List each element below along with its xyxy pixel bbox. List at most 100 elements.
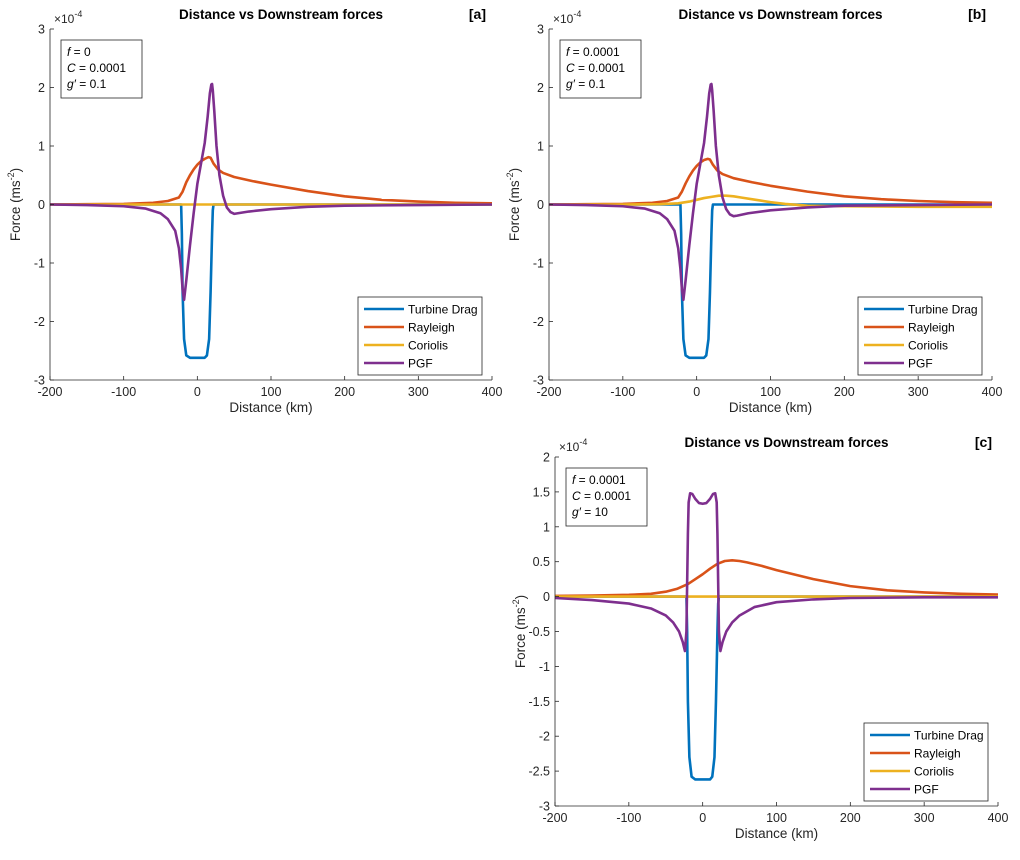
legend-label: PGF — [908, 357, 933, 371]
x-tick-label: 300 — [408, 385, 429, 399]
legend-label: Turbine Drag — [408, 303, 478, 317]
param-text: f = 0 — [67, 45, 91, 59]
legend-item: Coriolis — [864, 339, 948, 353]
x-tick-label: 300 — [908, 385, 929, 399]
series-line-turbine-drag — [549, 203, 992, 360]
y-axis-label: Force (ms-2) — [511, 595, 528, 668]
legend-item: Rayleigh — [864, 321, 955, 335]
y-label-close: ) — [507, 168, 522, 173]
y-tick-label: 3 — [38, 23, 45, 37]
params-box — [565, 467, 648, 527]
x-tick-label: -100 — [111, 385, 136, 399]
param-text: f = 0.0001 — [566, 45, 620, 59]
legend: Turbine Drag Rayleigh Coriolis PGF — [863, 722, 989, 802]
legend-label: Turbine Drag — [914, 729, 984, 743]
series-group — [549, 82, 992, 360]
param-value: = 10 — [581, 505, 608, 519]
y-tick-label: -0.5 — [528, 625, 550, 639]
y-tick-label: 1 — [38, 140, 45, 154]
legend: Turbine Drag Rayleigh Coriolis PGF — [357, 296, 483, 376]
param-symbol: f — [572, 473, 577, 487]
x-tick-label: 400 — [982, 385, 1003, 399]
x-axis-label: Distance (km) — [729, 400, 812, 415]
legend-label: PGF — [914, 783, 939, 797]
multiplier-exponent: -4 — [579, 437, 587, 447]
y-tick-label: -2 — [34, 315, 45, 329]
x-axis-label: Distance (km) — [735, 826, 818, 841]
y-tick-label: 1 — [537, 140, 544, 154]
series-line-pgf — [549, 82, 992, 302]
y-tick-label: 0.5 — [533, 555, 550, 569]
y-label-close: ) — [8, 168, 23, 173]
series-line-coriolis — [549, 194, 992, 209]
y-tick-label: -2 — [539, 730, 550, 744]
param-text: g′ = 0.1 — [566, 77, 606, 91]
param-text: g′ = 0.1 — [67, 77, 107, 91]
param-value: = 0 — [70, 45, 91, 59]
legend-item: PGF — [864, 357, 933, 371]
series-line-rayleigh — [555, 558, 998, 598]
y-tick-label: 0 — [537, 198, 544, 212]
param-text: C = 0.0001 — [566, 61, 625, 75]
y-tick-label: 2 — [537, 81, 544, 95]
params-box — [559, 39, 642, 99]
legend-label: Turbine Drag — [908, 303, 978, 317]
x-tick-label: 100 — [766, 811, 787, 825]
y-tick-label: 0 — [38, 198, 45, 212]
x-tick-label: 0 — [194, 385, 201, 399]
x-tick-label: 400 — [482, 385, 503, 399]
param-value: = 0.0001 — [575, 61, 626, 75]
y-tick-label: -3 — [539, 800, 550, 814]
y-tick-label: -2 — [533, 315, 544, 329]
x-tick-label: -100 — [610, 385, 635, 399]
chart-title: Distance vs Downstream forces — [179, 7, 383, 22]
panel-tag: [b] — [968, 6, 986, 22]
chart-title: Distance vs Downstream forces — [684, 435, 888, 450]
x-tick-label: -200 — [542, 811, 567, 825]
multiplier-base: ×10 — [553, 12, 574, 26]
y-axis-multiplier: ×10-4 — [559, 437, 587, 454]
param-value: = 0.1 — [76, 77, 107, 91]
y-label-base: Force (ms — [513, 607, 528, 668]
param-value: = 0.1 — [575, 77, 606, 91]
param-value: = 0.0001 — [575, 473, 626, 487]
param-value: = 0.0001 — [76, 61, 127, 75]
y-tick-label: 1 — [543, 520, 550, 534]
panel-b: -200 -100 0 100 200 300 400 -3 -2 -1 0 1 2 3 ×10-4 Dist… — [505, 6, 1002, 415]
series-line-rayleigh — [549, 157, 992, 206]
legend-item: Coriolis — [870, 765, 954, 779]
y-axis-label: Force (ms-2) — [505, 168, 522, 241]
param-symbol: f — [67, 45, 72, 59]
legend-label: Coriolis — [914, 765, 954, 779]
y-tick-label: -2.5 — [528, 765, 550, 779]
x-tick-label: -200 — [37, 385, 62, 399]
series-line-rayleigh — [50, 155, 492, 206]
x-tick-label: 200 — [834, 385, 855, 399]
series-group — [50, 82, 492, 360]
legend: Turbine Drag Rayleigh Coriolis PGF — [857, 296, 983, 376]
legend-item: Turbine Drag — [864, 303, 978, 317]
param-symbol: C — [67, 61, 76, 75]
param-symbol: g′ — [572, 505, 582, 519]
y-tick-label: 2 — [38, 81, 45, 95]
series-line-pgf — [555, 491, 998, 653]
panel-a: -200 -100 0 100 200 300 400 -3 -2 -1 0 1 2 3 ×10-4 Dist… — [6, 6, 502, 415]
x-tick-label: 200 — [334, 385, 355, 399]
y-tick-label: -1 — [533, 257, 544, 271]
param-text: C = 0.0001 — [572, 489, 631, 503]
legend-label: Coriolis — [408, 339, 448, 353]
x-tick-label: 100 — [760, 385, 781, 399]
y-label-exponent: -2 — [511, 599, 521, 607]
param-value: = 0.0001 — [581, 489, 632, 503]
y-tick-label: -1 — [34, 257, 45, 271]
x-axis-label: Distance (km) — [229, 400, 312, 415]
legend-item: Turbine Drag — [870, 729, 984, 743]
y-axis-label: Force (ms-2) — [6, 168, 23, 241]
legend-item: Rayleigh — [870, 747, 961, 761]
x-tick-label: 400 — [988, 811, 1009, 825]
x-tick-label: 0 — [693, 385, 700, 399]
y-axis-multiplier: ×10-4 — [553, 9, 581, 26]
panel-tag: [c] — [975, 434, 992, 450]
legend-label: Coriolis — [908, 339, 948, 353]
series-line-pgf — [50, 82, 492, 302]
